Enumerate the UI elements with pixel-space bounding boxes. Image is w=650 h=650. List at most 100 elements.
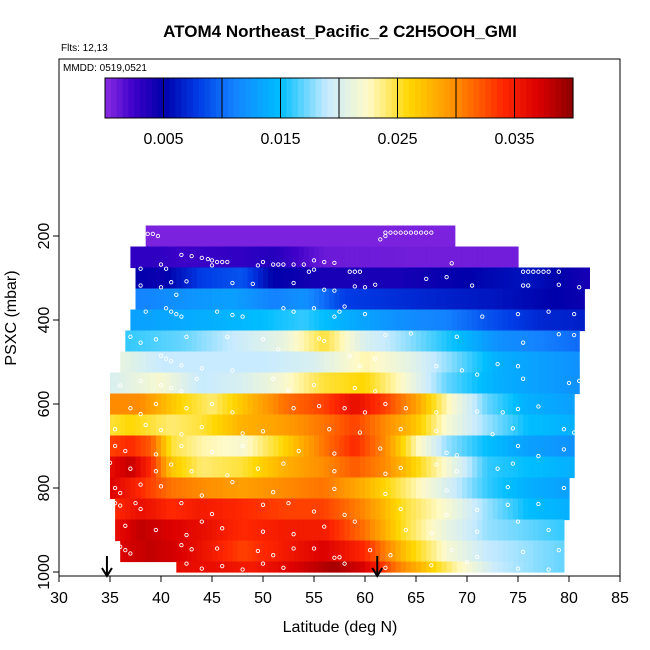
heatmap-cell	[293, 414, 300, 437]
observation-point	[378, 237, 383, 242]
heatmap-cell	[543, 288, 550, 311]
colorbar-cell	[374, 78, 381, 118]
heatmap-cell	[237, 267, 244, 290]
observation-point	[291, 262, 296, 267]
heatmap-cell	[354, 288, 361, 311]
heatmap-cell	[268, 561, 274, 573]
heatmap-cell	[349, 267, 356, 290]
heatmap-cell	[482, 267, 488, 290]
heatmap-cell	[569, 330, 575, 353]
y-tick-label: 1000	[36, 554, 53, 590]
observation-point	[316, 336, 322, 341]
heatmap-cell	[273, 456, 279, 479]
heatmap-cell	[303, 393, 310, 416]
heatmap-cell	[278, 540, 284, 563]
heatmap-cell	[150, 372, 157, 395]
heatmap-cell	[543, 372, 550, 395]
heatmap-cell	[548, 330, 555, 353]
heatmap-cell	[461, 288, 468, 311]
heatmap-cell	[308, 246, 315, 269]
observation-point	[179, 443, 184, 449]
heatmap-cell	[538, 561, 545, 573]
heatmap-cell	[390, 519, 397, 542]
colorbar-cell	[426, 78, 434, 118]
heatmap-cell	[441, 498, 448, 521]
heatmap-cell	[467, 372, 473, 395]
heatmap-cell	[181, 498, 188, 521]
heatmap-cell	[319, 246, 325, 269]
heatmap-cell	[196, 267, 203, 290]
heatmap-cell	[349, 288, 356, 311]
heatmap-cell	[288, 435, 295, 458]
heatmap-cell	[421, 561, 427, 573]
observation-point	[546, 269, 551, 274]
heatmap-cell	[324, 267, 330, 290]
heatmap-cell	[359, 456, 366, 479]
heatmap-cell	[553, 414, 560, 437]
observation-point	[271, 553, 276, 558]
heatmap-cell	[217, 540, 223, 563]
observation-point	[495, 466, 500, 471]
heatmap-cell	[426, 435, 432, 458]
heatmap-cell	[375, 309, 381, 332]
heatmap-cell	[161, 246, 167, 269]
heatmap-cell	[354, 519, 361, 542]
heatmap-cell	[222, 372, 228, 395]
heatmap-cell	[140, 393, 147, 416]
heatmap-cell	[283, 246, 290, 269]
heatmap-cell	[288, 330, 295, 353]
colorbar-cell	[432, 78, 440, 118]
heatmap-cell	[431, 498, 437, 521]
heatmap-cell	[441, 540, 448, 563]
heatmap-cell	[283, 435, 290, 458]
heatmap-cell	[268, 498, 274, 521]
observation-point	[220, 563, 225, 569]
observation-point	[260, 529, 266, 534]
heatmap-cell	[405, 267, 412, 290]
heatmap-cell	[293, 393, 300, 416]
heatmap-cell	[278, 351, 284, 374]
observation-point	[255, 466, 261, 471]
heatmap-cell	[283, 456, 290, 479]
heatmap-cell	[395, 456, 402, 479]
observation-point	[383, 565, 388, 570]
heatmap-cell	[507, 540, 514, 563]
observation-point	[138, 266, 143, 271]
heatmap-cell	[446, 561, 453, 573]
heatmap-cell	[314, 456, 320, 479]
heatmap-cell	[569, 372, 575, 395]
heatmap-cell	[370, 540, 376, 563]
observation-point	[332, 486, 337, 491]
heatmap-cell	[273, 414, 279, 437]
heatmap-cell	[426, 498, 432, 521]
heatmap-cell	[380, 477, 386, 500]
heatmap-cell	[533, 351, 539, 374]
heatmap-cell	[344, 540, 351, 563]
observation-point	[199, 493, 204, 498]
heatmap-cell	[533, 330, 539, 353]
heatmap-cell	[390, 288, 397, 311]
heatmap-cell	[186, 414, 193, 437]
heatmap-cell	[196, 330, 203, 353]
observation-point	[332, 555, 337, 560]
observation-point	[150, 231, 155, 237]
heatmap-cell	[538, 477, 545, 500]
heatmap-cell	[191, 393, 198, 416]
heatmap-cell	[145, 351, 152, 374]
heatmap-cell	[349, 351, 356, 374]
heatmap-cell	[222, 330, 228, 353]
heatmap-cell	[201, 225, 208, 248]
colorbar-cell	[339, 78, 346, 118]
observation-point	[408, 230, 414, 235]
heatmap-cell	[298, 246, 305, 269]
heatmap-cell	[196, 435, 203, 458]
heatmap-cell	[268, 225, 274, 248]
heatmap-cell	[558, 267, 565, 290]
heatmap-cell	[563, 414, 570, 437]
heatmap-cell	[283, 519, 290, 542]
x-tick-label: 40	[152, 590, 170, 607]
heatmap-cell	[548, 414, 555, 437]
heatmap-cell	[431, 288, 437, 311]
heatmap-cell	[217, 561, 223, 573]
heatmap-cell	[324, 561, 330, 573]
